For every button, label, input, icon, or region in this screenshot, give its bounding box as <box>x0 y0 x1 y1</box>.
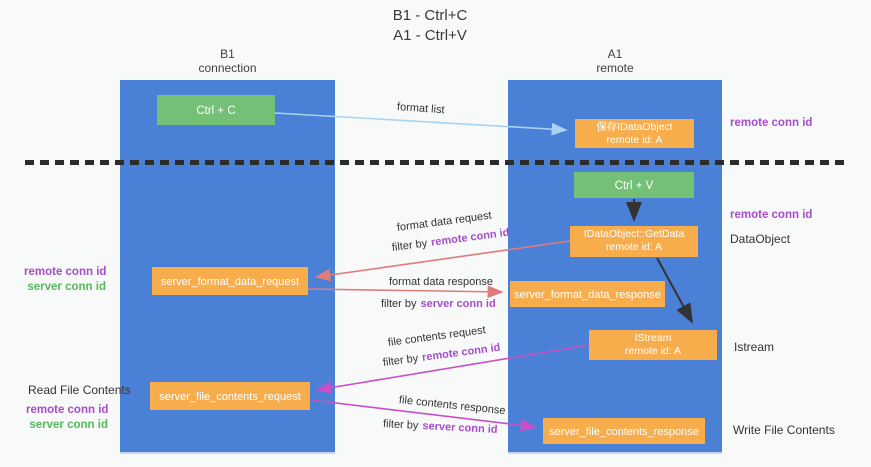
annotation-remote-conn-id-top: remote conn id <box>730 117 813 129</box>
lane-b1-name: B1 <box>220 47 235 61</box>
annotation-remote-conn-id-mid: remote conn id <box>730 209 813 221</box>
label-file-contents-response: file contents response <box>398 394 507 418</box>
lane-b1-role: connection <box>198 61 257 75</box>
server-conn-id-text: server conn id <box>420 298 496 310</box>
arrow-format-data-response <box>307 285 504 299</box>
getdata-remote-id: remote id: A <box>605 241 663 253</box>
annotation-left-server-conn-id: server conn id <box>27 281 106 293</box>
remote-conn-id-text: remote conn id <box>421 341 502 364</box>
node-server-file-contents-request: server_file_contents_request <box>150 382 310 410</box>
filter-by-text: filter by <box>381 298 417 310</box>
filter-by-text: filter by <box>382 418 419 432</box>
filter-by-text: filter by <box>391 237 428 254</box>
server-format-data-response-label: server_format_data_response <box>514 289 661 301</box>
ctrl-c-label: Ctrl + C <box>196 105 236 117</box>
session-divider-dashed-line <box>25 160 845 165</box>
node-server-format-data-response: server_format_data_response <box>510 281 665 307</box>
server-format-data-request-label: server_format_data_request <box>160 276 300 288</box>
lane-header-b1: B1 connection <box>120 47 335 75</box>
save-dataobject-remote-id: remote id: A <box>606 134 663 146</box>
annotation-read-file-contents: Read File Contents <box>28 383 131 397</box>
annotation-left-format-ids: remote conn id server conn id <box>24 265 106 295</box>
title-line-2: A1 - Ctrl+V <box>393 27 467 44</box>
filter-by-text: filter by <box>382 352 419 369</box>
label-filter-file-response: filter by server conn id <box>383 418 498 436</box>
node-server-file-contents-response: server_file_contents_response <box>543 418 705 444</box>
annotation-write-file-contents: Write File Contents <box>733 423 835 437</box>
node-save-dataobject: 保存IDataObject remote id: A <box>575 119 694 148</box>
lane-a1-role: remote <box>596 61 634 75</box>
annotation-left-file-ids: remote conn id server conn id <box>26 403 108 433</box>
annotation-left-remote-conn-id: remote conn id <box>24 266 107 278</box>
annotation-left-bottom-remote-conn-id: remote conn id <box>26 404 109 416</box>
label-format-data-response: format data response <box>389 276 493 288</box>
server-file-contents-response-label: server_file_contents_response <box>549 426 699 438</box>
node-server-format-data-request: server_format_data_request <box>152 267 308 295</box>
node-idataobject-getdata: IDataObject::GetData remote id: A <box>570 226 698 257</box>
title-line-1: B1 - Ctrl+C <box>392 7 468 24</box>
label-filter-format-response: filter by server conn id <box>381 298 496 310</box>
label-format-list: format list <box>396 101 445 117</box>
node-ctrl-c: Ctrl + C <box>157 95 275 125</box>
save-dataobject-title: 保存IDataObject <box>596 121 673 133</box>
getdata-title: IDataObject::GetData <box>583 228 685 240</box>
server-file-contents-request-label: server_file_contents_request <box>159 391 301 403</box>
ctrl-v-label: Ctrl + V <box>614 180 654 192</box>
istream-title: IStream <box>634 332 672 344</box>
lane-header-a1: A1 remote <box>508 47 722 75</box>
remote-conn-id-text: remote conn id <box>430 226 511 249</box>
istream-remote-id: remote id: A <box>624 345 682 357</box>
annotation-istream: Istream <box>734 340 775 354</box>
lane-a1-name: A1 <box>607 47 623 61</box>
server-conn-id-text: server conn id <box>422 420 498 436</box>
node-ctrl-v: Ctrl + V <box>574 172 694 198</box>
annotation-dataobject: DataObject <box>730 232 791 246</box>
diagram-title: B1 - Ctrl+C A1 - Ctrl+V <box>0 6 860 46</box>
annotation-left-bottom-server-conn-id: server conn id <box>29 419 108 431</box>
node-istream: IStream remote id: A <box>589 330 717 360</box>
